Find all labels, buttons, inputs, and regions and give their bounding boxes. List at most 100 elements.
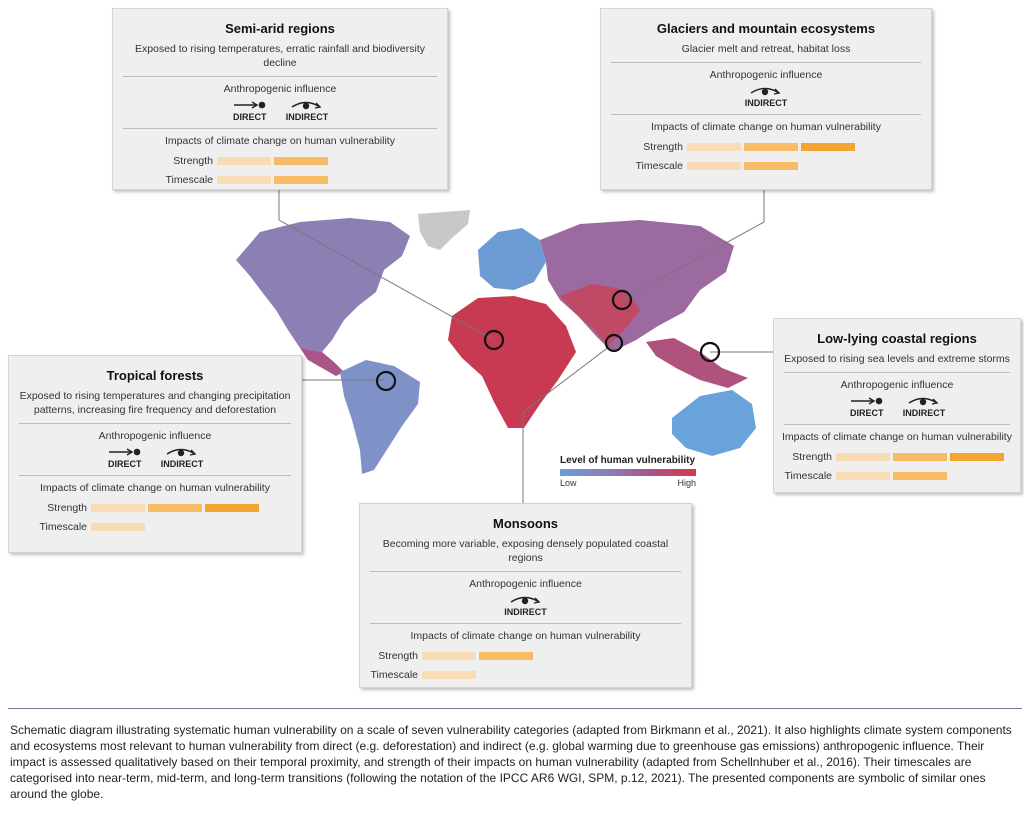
caption-divider xyxy=(8,708,1022,709)
bar-segment-1 xyxy=(91,522,145,531)
figure-caption: Schematic diagram illustrating systemati… xyxy=(10,723,1012,801)
timescale-bar xyxy=(687,161,801,170)
greenland-shape xyxy=(418,210,470,250)
bar-segment-1 xyxy=(687,142,741,151)
panel-description: Exposed to rising temperatures, erratic … xyxy=(134,43,426,69)
influence-label: INDIRECT xyxy=(285,112,329,122)
marker-monsoons[interactable] xyxy=(604,333,624,353)
bar-segment-1 xyxy=(217,175,271,184)
connector-semi-arid xyxy=(278,190,495,341)
panel-coastal: Low-lying coastal regions Exposed to ris… xyxy=(773,318,1021,493)
direct-arrow-icon xyxy=(108,448,141,456)
timescale-bar xyxy=(422,670,479,679)
indirect-arrow-icon xyxy=(510,596,540,605)
bar-segment-1 xyxy=(91,503,145,512)
europe-shape xyxy=(478,228,546,290)
timescale-label: Timescale xyxy=(635,159,683,172)
marker-coastal[interactable] xyxy=(699,341,721,363)
influence-label: INDIRECT xyxy=(504,607,547,617)
australia-shape xyxy=(672,390,756,456)
influence-row: DIRECT INDIRECT xyxy=(9,446,301,469)
panel-semi-arid: Semi-arid regions Exposed to rising temp… xyxy=(112,8,448,190)
panel-title: Glaciers and mountain ecosystems xyxy=(656,21,876,36)
bar-segment-1 xyxy=(422,651,476,660)
influence-direct: DIRECT xyxy=(849,395,885,418)
direct-arrow-icon xyxy=(233,101,266,109)
indirect-arrow-icon xyxy=(750,87,781,96)
strength-bar xyxy=(836,452,1007,461)
strength-bar xyxy=(217,156,331,165)
strength-bar xyxy=(91,503,262,512)
timescale-bar xyxy=(836,471,950,480)
influence-indirect: INDIRECT xyxy=(902,395,946,418)
marker-tropical[interactable] xyxy=(375,370,397,392)
impacts-heading: Impacts of climate change on human vulne… xyxy=(40,482,270,494)
bar-segment-3 xyxy=(950,452,1004,461)
bar-segment-2 xyxy=(744,161,798,170)
indirect-arrow-icon xyxy=(166,448,197,457)
impacts-heading: Impacts of climate change on human vulne… xyxy=(165,135,395,147)
connector-glaciers xyxy=(621,190,765,301)
timescale-label: Timescale xyxy=(165,173,213,186)
influence-heading: Anthropogenic influence xyxy=(840,379,954,391)
panel-title: Monsoons xyxy=(493,516,558,531)
influence-indirect: INDIRECT xyxy=(160,446,204,469)
influence-row: INDIRECT xyxy=(601,85,931,108)
panel-title: Semi-arid regions xyxy=(225,21,335,36)
asia-shape xyxy=(540,220,734,352)
panel-description: Exposed to rising sea levels and extreme… xyxy=(784,353,1010,365)
legend-low-label: Low xyxy=(560,478,577,488)
influence-indirect: INDIRECT xyxy=(285,99,329,122)
bar-segment-1 xyxy=(422,670,476,679)
influence-heading: Anthropogenic influence xyxy=(223,83,337,95)
influence-direct: DIRECT xyxy=(232,99,268,122)
direct-arrow-icon xyxy=(850,397,883,405)
influence-indirect: INDIRECT xyxy=(504,594,547,617)
legend-color-scale xyxy=(560,469,696,476)
influence-direct: DIRECT xyxy=(107,446,143,469)
influence-label: INDIRECT xyxy=(744,98,788,108)
north-america-shape xyxy=(236,218,410,352)
bar-segment-1 xyxy=(836,452,890,461)
influence-label: DIRECT xyxy=(850,408,884,418)
panel-description: Exposed to rising temperatures and chang… xyxy=(19,390,291,416)
influence-label: INDIRECT xyxy=(902,408,946,418)
timescale-label: Timescale xyxy=(39,520,87,533)
central-america-shape xyxy=(300,348,344,376)
timescale-label: Timescale xyxy=(784,469,832,482)
bar-segment-1 xyxy=(836,471,890,480)
panel-title: Tropical forests xyxy=(106,368,204,383)
panel-glaciers: Glaciers and mountain ecosystems Glacier… xyxy=(600,8,932,190)
panel-tropical-forests: Tropical forests Exposed to rising tempe… xyxy=(8,355,302,553)
timescale-label: Timescale xyxy=(370,668,418,681)
strength-label: Strength xyxy=(792,450,832,463)
influence-heading: Anthropogenic influence xyxy=(469,578,582,590)
panel-description: Glacier melt and retreat, habitat loss xyxy=(681,43,851,55)
influence-heading: Anthropogenic influence xyxy=(98,430,212,442)
panel-monsoons: Monsoons Becoming more variable, exposin… xyxy=(359,503,692,688)
marker-glaciers[interactable] xyxy=(611,289,633,311)
south-asia-shape xyxy=(560,284,640,346)
strength-bar xyxy=(422,651,536,660)
vulnerability-legend: Level of human vulnerability Low High xyxy=(560,455,700,488)
bar-segment-3 xyxy=(205,503,259,512)
panel-title: Low-lying coastal regions xyxy=(817,331,977,346)
bar-segment-2 xyxy=(274,156,328,165)
indirect-arrow-icon xyxy=(908,397,939,406)
timescale-bar xyxy=(91,522,148,531)
marker-semi-arid[interactable] xyxy=(483,329,505,351)
influence-indirect: INDIRECT xyxy=(744,85,788,108)
impacts-heading: Impacts of climate change on human vulne… xyxy=(651,121,881,133)
strength-label: Strength xyxy=(643,140,683,153)
timescale-bar xyxy=(217,175,331,184)
influence-row: DIRECT INDIRECT xyxy=(774,395,1020,418)
bar-segment-2 xyxy=(744,142,798,151)
impacts-heading: Impacts of climate change on human vulne… xyxy=(782,431,1012,443)
impacts-heading: Impacts of climate change on human vulne… xyxy=(410,630,641,642)
influence-label: INDIRECT xyxy=(160,459,204,469)
connector-monsoons xyxy=(522,342,615,503)
strength-label: Strength xyxy=(47,501,87,514)
legend-high-label: High xyxy=(677,478,696,488)
southeast-asia-shape xyxy=(646,338,748,388)
